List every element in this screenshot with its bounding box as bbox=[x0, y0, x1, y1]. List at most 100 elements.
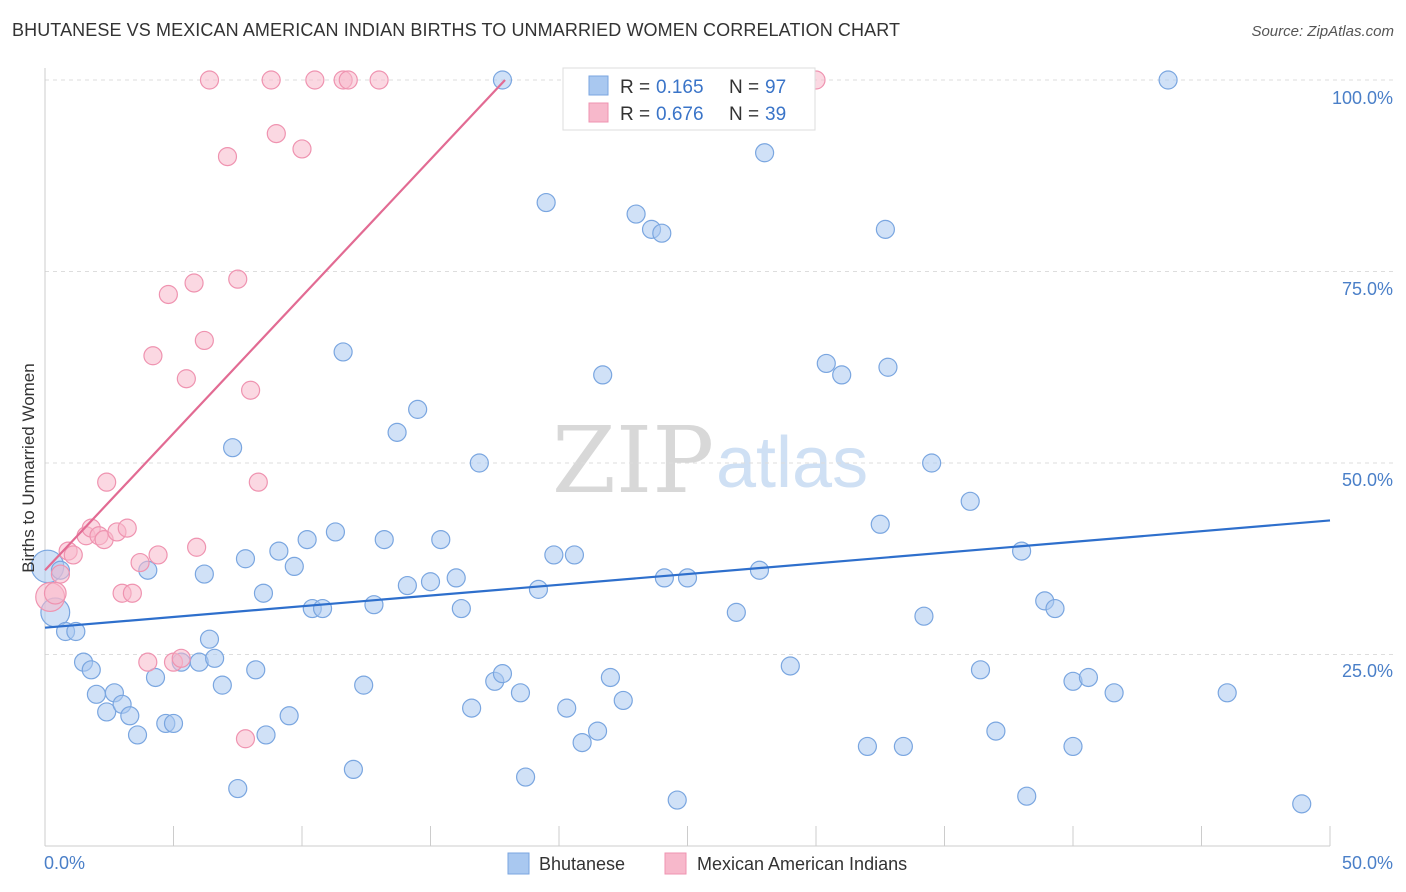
mexican-point-17 bbox=[148, 545, 168, 565]
bhutanese-point-83 bbox=[922, 453, 942, 473]
bhutanese-point-49 bbox=[469, 453, 489, 473]
bhutanese-point-63 bbox=[600, 667, 621, 688]
bhutanese-point-45 bbox=[431, 529, 451, 550]
bhutanese-point-60 bbox=[572, 732, 592, 753]
mexican-point-34 bbox=[305, 70, 325, 90]
mexican-points bbox=[35, 70, 826, 749]
bhutanese-point-38 bbox=[354, 675, 374, 695]
mexican-point-1 bbox=[43, 581, 67, 605]
bhutanese-point-16 bbox=[163, 713, 184, 734]
bhutanese-point-19 bbox=[194, 564, 214, 584]
mexican-point-14 bbox=[130, 552, 150, 573]
bhutanese-point-32 bbox=[297, 529, 317, 550]
bhutanese-point-39 bbox=[364, 595, 384, 615]
bhutanese-point-7 bbox=[86, 684, 107, 704]
bhutanese-trendline bbox=[44, 519, 1331, 629]
mexican-point-16 bbox=[143, 346, 163, 366]
mexican-point-21 bbox=[176, 369, 196, 389]
bhutanese-point-70 bbox=[677, 568, 698, 588]
mexican-trendline bbox=[44, 79, 506, 571]
bhutanese-point-20 bbox=[199, 629, 220, 649]
bhutanese-point-4 bbox=[66, 621, 86, 642]
bhutanese-point-53 bbox=[510, 683, 531, 703]
mexican-point-18 bbox=[158, 284, 178, 305]
bhutanese-point-82 bbox=[914, 606, 934, 626]
bhutanese-point-68 bbox=[654, 568, 674, 588]
bottom-legend-swatch-bhutanese bbox=[507, 852, 530, 875]
legend-r-value-2: 0.676 bbox=[656, 104, 704, 125]
legend-r-label-2: R = bbox=[620, 104, 650, 125]
bottom-legend-label-bhutanese: Bhutanese bbox=[539, 854, 625, 874]
bhutanese-point-22 bbox=[212, 675, 232, 695]
mexican-point-9 bbox=[97, 472, 117, 492]
bhutanese-point-91 bbox=[1063, 736, 1083, 757]
mexican-point-23 bbox=[187, 537, 207, 557]
mexican-point-22 bbox=[184, 273, 204, 293]
bhutanese-point-81 bbox=[893, 736, 913, 757]
bhutanese-point-30 bbox=[279, 706, 299, 726]
y-tick-75: 75.0% bbox=[1342, 279, 1393, 299]
bhutanese-point-97 bbox=[1292, 794, 1312, 814]
bhutanese-point-11 bbox=[120, 706, 140, 726]
legend-n-value-1: 97 bbox=[765, 77, 786, 98]
bhutanese-point-57 bbox=[544, 545, 564, 565]
bhutanese-point-74 bbox=[780, 656, 800, 676]
mexican-point-29 bbox=[241, 380, 261, 400]
y-tick-50: 50.0% bbox=[1342, 470, 1393, 490]
bhutanese-point-58 bbox=[557, 698, 577, 718]
mexican-point-36 bbox=[338, 70, 358, 90]
bhutanese-point-75 bbox=[816, 353, 836, 374]
bhutanese-point-24 bbox=[228, 778, 248, 799]
mexican-point-33 bbox=[292, 139, 312, 159]
mexican-point-32 bbox=[266, 124, 286, 144]
bhutanese-point-54 bbox=[515, 767, 536, 787]
bhutanese-point-51 bbox=[492, 70, 513, 90]
bottom-legend-label-mexican: Mexican American Indians bbox=[697, 854, 907, 874]
gridlines bbox=[45, 79, 1393, 655]
watermark: ZIP atlas bbox=[552, 407, 868, 514]
mexican-point-31 bbox=[261, 70, 281, 90]
bhutanese-point-48 bbox=[462, 698, 482, 718]
bhutanese-point-88 bbox=[1017, 786, 1037, 806]
bhutanese-point-77 bbox=[857, 736, 878, 757]
y-axis-label: Births to Unmarried Women bbox=[19, 363, 38, 572]
bhutanese-point-41 bbox=[387, 422, 407, 442]
bhutanese-point-43 bbox=[408, 399, 428, 419]
bottom-legend-swatch-mexican bbox=[664, 852, 687, 875]
bhutanese-point-72 bbox=[749, 560, 770, 580]
bhutanese-point-85 bbox=[970, 660, 991, 680]
bhutanese-point-12 bbox=[127, 725, 148, 745]
mexican-point-2 bbox=[50, 564, 71, 584]
mexican-point-12 bbox=[117, 518, 137, 538]
bhutanese-point-23 bbox=[223, 438, 243, 458]
legend-r-value-1: 0.165 bbox=[656, 77, 704, 98]
mexican-point-30 bbox=[248, 472, 268, 492]
bhutanese-point-65 bbox=[626, 204, 646, 224]
bhutanese-point-90 bbox=[1045, 598, 1065, 619]
bhutanese-point-71 bbox=[726, 602, 746, 622]
mexican-point-25 bbox=[199, 70, 220, 90]
bhutanese-point-52 bbox=[492, 664, 513, 684]
bhutanese-point-73 bbox=[754, 143, 775, 163]
mexican-point-20 bbox=[171, 648, 191, 668]
bhutanese-point-42 bbox=[397, 575, 417, 596]
source-label: Source: ZipAtlas.com bbox=[1251, 23, 1394, 40]
y-tick-labels: 100.0% 75.0% 50.0% 25.0% bbox=[1332, 88, 1393, 681]
bhutanese-point-79 bbox=[875, 219, 895, 239]
bhutanese-point-78 bbox=[870, 514, 890, 534]
bhutanese-point-35 bbox=[325, 522, 346, 542]
x-tick-min: 0.0% bbox=[44, 853, 85, 873]
watermark-zip: ZIP bbox=[552, 407, 714, 514]
bhutanese-point-8 bbox=[97, 702, 117, 722]
bhutanese-point-29 bbox=[269, 541, 289, 561]
bhutanese-point-96 bbox=[1217, 683, 1237, 703]
axes bbox=[44, 68, 1331, 847]
bhutanese-point-62 bbox=[593, 365, 613, 385]
trendlines bbox=[44, 79, 1331, 629]
bhutanese-point-25 bbox=[235, 549, 256, 569]
legend-n-value-2: 39 bbox=[765, 104, 786, 125]
bhutanese-point-61 bbox=[587, 721, 608, 741]
bhutanese-point-14 bbox=[145, 667, 166, 688]
mexican-point-28 bbox=[235, 729, 256, 749]
